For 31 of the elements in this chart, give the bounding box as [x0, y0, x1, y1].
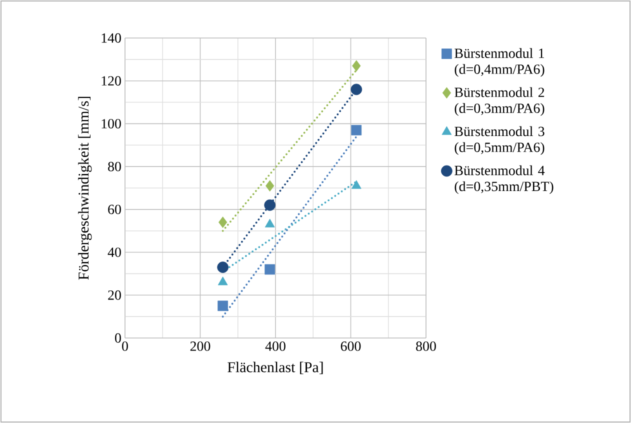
legend-label: Bürstenmodul 4 (d=0,35mm/PBT)	[454, 165, 554, 194]
point	[352, 60, 361, 72]
point	[264, 199, 276, 211]
point	[218, 216, 228, 228]
point	[218, 276, 228, 286]
y-axis-title: Fördergeschwindigkeit [mm/s]	[78, 96, 92, 280]
x-tick-label: 400	[265, 342, 286, 351]
y-tick-label: 20	[108, 290, 121, 300]
point	[264, 264, 276, 275]
legend-label: Bürstenmodul 3 (d=0,5mm/PA6)	[454, 126, 544, 155]
point	[264, 218, 275, 228]
y-tick-label: 100	[102, 119, 121, 128]
x-tick-label: 0	[122, 342, 128, 351]
legend-label: Bürstenmodul 2 (d=0,3mm/PA6)	[454, 87, 544, 116]
point	[351, 180, 362, 189]
legend-label: Bürstenmodul 1 (d=0,4mm/PA6)	[454, 48, 544, 77]
point	[218, 300, 228, 312]
x-axis-title: Flächenlast [Pa]	[228, 362, 323, 374]
x-tick-label: 800	[416, 342, 436, 351]
y-tick-label: 40	[108, 248, 121, 257]
y-tick-label: 80	[108, 162, 121, 172]
point	[266, 180, 274, 192]
point	[217, 262, 229, 273]
x-tick-label: 200	[190, 342, 210, 351]
y-tick-label: 0	[115, 333, 121, 343]
point	[350, 84, 362, 96]
y-tick-label: 140	[102, 33, 121, 43]
x-tick-label: 600	[340, 342, 361, 351]
point	[351, 124, 362, 136]
y-tick-label: 60	[108, 204, 121, 214]
y-tick-label: 120	[102, 76, 121, 86]
